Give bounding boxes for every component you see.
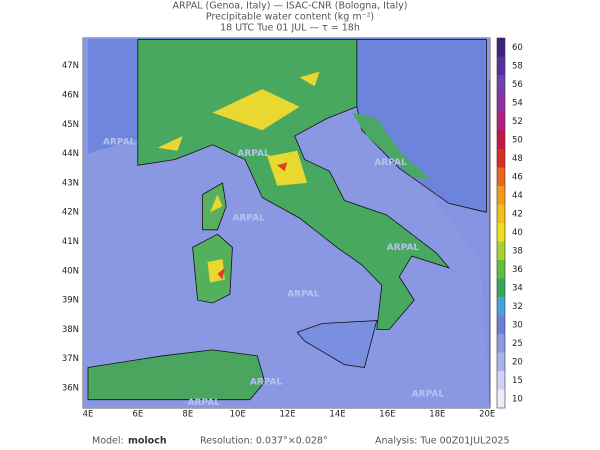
lon-label: 20E [479, 410, 495, 420]
watermark: ARPAL [387, 243, 420, 253]
colorbar-cell [497, 204, 505, 223]
colorbar-label: 38 [512, 246, 523, 256]
colorbar-label: 36 [512, 265, 523, 275]
header-line: 18 UTC Tue 01 JUL — τ = 18h [220, 23, 360, 34]
colorbar-cell [497, 315, 505, 334]
colorbar-label: 40 [512, 228, 523, 238]
colorbar-cell [497, 75, 505, 94]
watermark: ARPAL [374, 158, 407, 168]
lat-label: 46N [62, 91, 79, 101]
colorbar-cell [497, 112, 505, 131]
colorbar-cell [497, 334, 505, 353]
lat-label: 37N [62, 354, 79, 364]
lat-label: 44N [62, 149, 79, 159]
moisture-blob [157, 136, 183, 151]
colorbar-cell [497, 186, 505, 205]
colorbar-cell [497, 223, 505, 242]
footer-label: Model: [92, 436, 124, 447]
lon-label: 10E [230, 410, 246, 420]
watermark: ARPAL [103, 137, 136, 147]
footer-analysis: Analysis: Tue 00Z01JUL2025 [375, 436, 510, 447]
colorbar-cell [497, 38, 505, 57]
colorbar-cell [497, 389, 505, 408]
lon-label: 4E [83, 410, 94, 420]
colorbar-label: 32 [512, 302, 523, 312]
moisture-blob [299, 71, 320, 87]
lon-label: 14E [329, 410, 345, 420]
lon-label: 18E [429, 410, 445, 420]
colorbar-label: 58 [512, 61, 523, 71]
colorbar-label: 10 [512, 394, 523, 404]
colorbar-cell [497, 130, 505, 149]
moisture-blob [212, 89, 300, 131]
moisture-blob [210, 194, 223, 213]
colorbar-cell [497, 278, 505, 297]
lon-label: 12E [280, 410, 296, 420]
header-line: ARPAL (Genoa, Italy) — ISAC-CNR (Bologna… [173, 1, 408, 12]
watermark: ARPAL [250, 378, 283, 388]
watermark: ARPAL [412, 389, 445, 399]
colorbar-label: 52 [512, 117, 523, 127]
colorbar-label: 42 [512, 209, 523, 219]
coast-field [351, 112, 432, 180]
colorbar-label: 30 [512, 320, 523, 330]
land-field [87, 349, 266, 401]
footer-model: moloch [128, 436, 167, 447]
lon-label: 16E [379, 410, 395, 420]
colorbar-cell [497, 297, 505, 316]
colorbar-cell [497, 371, 505, 390]
moisture-blob [277, 162, 288, 172]
colorbar-label: 56 [512, 80, 523, 90]
lat-label: 43N [62, 178, 79, 188]
colorbar-label: 54 [512, 98, 523, 108]
colorbar-label: 25 [512, 339, 523, 349]
colorbar-cell [497, 56, 505, 75]
colorbar-label: 20 [512, 357, 523, 367]
watermark: ARPAL [232, 214, 265, 224]
colorbar-label: 48 [512, 154, 523, 164]
lat-label: 36N [62, 384, 79, 394]
lat-label: 41N [62, 237, 79, 247]
map-panel: ARPAL ARPAL ARPAL ARPAL ARPAL ARPAL ARPAL ARPAL… [82, 37, 491, 409]
colorbar-cell [497, 241, 505, 260]
colorbar-label: 15 [512, 376, 523, 386]
lon-label: 8E [182, 410, 193, 420]
colorbar-frame [496, 37, 506, 409]
colorbar-label: 60 [512, 43, 523, 53]
lat-label: 40N [62, 266, 79, 276]
colorbar-label: 44 [512, 191, 523, 201]
colorbar-label: 50 [512, 135, 523, 145]
colorbar-cell [497, 260, 505, 279]
watermark: ARPAL [287, 290, 320, 300]
watermark: ARPAL [188, 398, 221, 408]
moisture-blob [267, 150, 308, 186]
lat-label: 42N [62, 208, 79, 218]
colorbar-cell [497, 352, 505, 371]
lat-label: 39N [62, 296, 79, 306]
colorbar-label: 46 [512, 172, 523, 182]
colorbar-cell [497, 93, 505, 112]
island [296, 320, 378, 368]
lat-label: 38N [62, 325, 79, 335]
lon-label: 6E [133, 410, 144, 420]
colorbar-cell [497, 149, 505, 168]
footer-resolution: Resolution: 0.037°×0.028° [200, 436, 328, 447]
colorbar-cell [497, 167, 505, 186]
lat-label: 45N [62, 120, 79, 130]
header-line: Precipitable water content (kg m⁻²) [206, 12, 374, 23]
moisture-blob [217, 267, 225, 280]
lat-label: 47N [62, 61, 79, 71]
colorbar-label: 34 [512, 283, 523, 293]
watermark: ARPAL [237, 149, 270, 159]
